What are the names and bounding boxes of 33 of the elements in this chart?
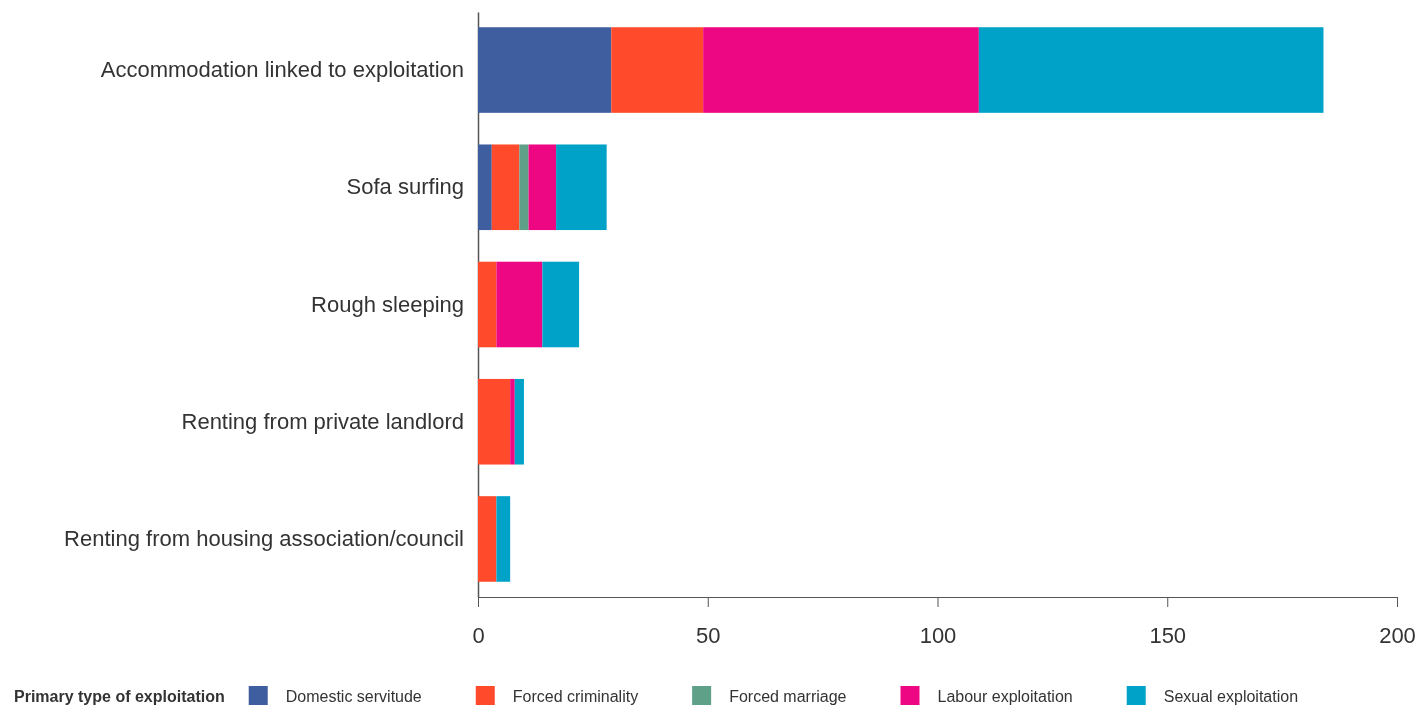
legend-label: Labour exploitation (937, 688, 1073, 705)
bar (478, 261, 497, 348)
y-tick-label: Renting from private landlord (181, 408, 464, 434)
y-tick-label: Sofa surfing (346, 174, 464, 200)
bar (496, 261, 543, 348)
legend-label: Sexual exploitation (1163, 688, 1299, 705)
bar (491, 144, 520, 231)
bar (478, 496, 497, 582)
bar (519, 144, 529, 231)
bar (478, 378, 511, 465)
y-tick-label: Rough sleeping (311, 291, 464, 317)
bar (978, 27, 1324, 113)
bar (542, 261, 580, 348)
legend-title: Primary type of exploitation (14, 688, 225, 705)
legend-label: Domestic servitude (285, 688, 422, 705)
bar (478, 144, 492, 231)
x-tick-label: 0 (472, 623, 485, 648)
bar (703, 27, 979, 113)
x-tick-label: 100 (919, 623, 957, 648)
legend-label: Forced marriage (729, 688, 847, 705)
x-tick-label: 50 (696, 623, 721, 648)
bar (496, 496, 511, 582)
legend-label: Forced criminality (512, 688, 639, 705)
bar (514, 378, 524, 465)
bar (478, 27, 612, 113)
bar (611, 27, 704, 113)
bar (510, 378, 515, 465)
y-tick-label: Renting from housing association/council (64, 526, 464, 552)
x-tick-label: 200 (1379, 623, 1416, 648)
bar (556, 144, 607, 231)
y-tick-label: Accommodation linked to exploitation (100, 57, 464, 83)
bar (528, 144, 557, 231)
x-tick-label: 150 (1149, 623, 1187, 648)
